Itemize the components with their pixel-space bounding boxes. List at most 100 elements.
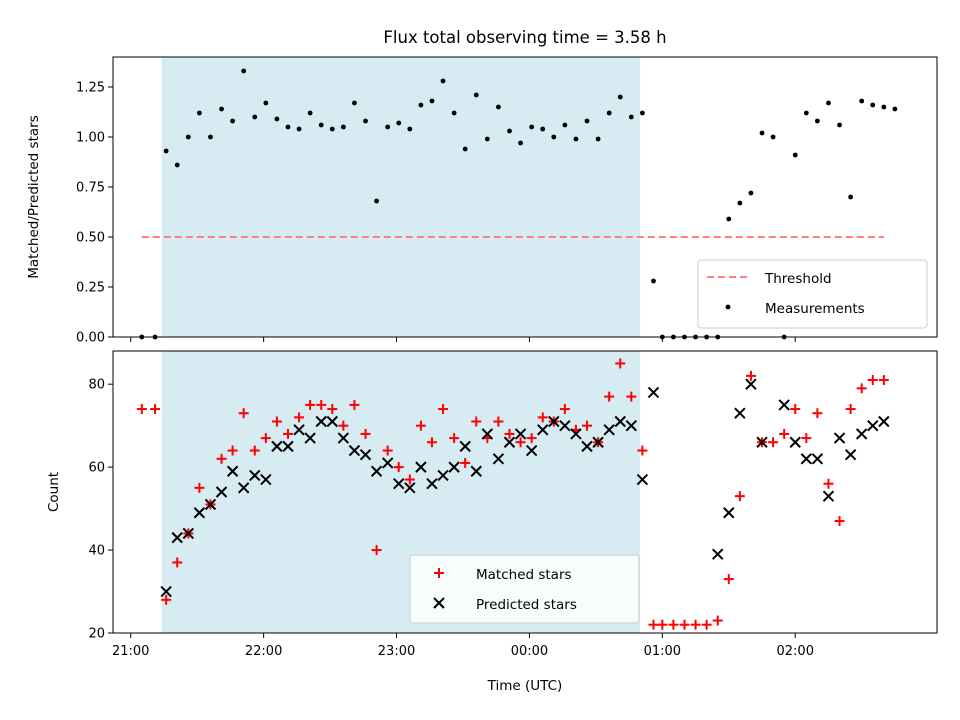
matched-star-point xyxy=(294,412,305,423)
measurement-point xyxy=(318,122,324,128)
top-legend: Threshold Measurements xyxy=(697,259,928,329)
matched-star-point xyxy=(515,437,526,448)
matched-star-point xyxy=(668,619,679,630)
predicted-star-point xyxy=(614,415,626,428)
predicted-star-point xyxy=(426,477,438,490)
matched-star-point xyxy=(282,428,293,439)
bottom-legend-box xyxy=(409,554,640,624)
measurement-point xyxy=(770,134,776,140)
predicted-legend-swatch xyxy=(433,597,445,609)
predicted-star-point xyxy=(712,548,724,560)
predicted-star-point xyxy=(636,473,649,486)
matched-star-point xyxy=(867,375,878,386)
top-y-tick-label: 0.50 xyxy=(76,231,105,246)
top-y-tick-label: 0.25 xyxy=(76,281,105,296)
predicted-star-point xyxy=(525,444,538,457)
predicted-star-point xyxy=(393,477,405,490)
matched-star-point xyxy=(559,404,570,415)
top-y-tick-label: 0.75 xyxy=(76,181,105,196)
measurement-point xyxy=(870,102,876,108)
predicted-star-point xyxy=(271,440,283,453)
measurement-point xyxy=(551,134,557,140)
matched-star-point xyxy=(712,615,723,626)
measurement-point xyxy=(518,140,523,146)
predicted-star-point xyxy=(492,453,505,465)
measurement-point xyxy=(462,146,468,152)
predicted-star-point xyxy=(756,436,768,448)
measurement-point xyxy=(185,134,191,140)
measurement-point xyxy=(274,116,280,122)
predicted-star-point xyxy=(503,436,516,448)
measurement-point xyxy=(792,152,798,158)
matched-star-point xyxy=(657,619,668,630)
predicted-star-point xyxy=(282,440,294,453)
predicted-star-point xyxy=(625,419,638,432)
measurement-point xyxy=(859,98,865,104)
matched-star-point xyxy=(271,416,282,427)
predicted-star-point xyxy=(215,486,228,498)
matched-star-point xyxy=(161,594,172,605)
measurement-point xyxy=(208,134,213,140)
measurement-point xyxy=(352,100,357,106)
predicted-star-point xyxy=(226,465,239,477)
measurement-point xyxy=(737,200,743,206)
measurements-legend-swatch xyxy=(725,304,731,310)
matched-star-point xyxy=(823,478,834,489)
x-tick-label: 02:00 xyxy=(777,644,814,659)
matched-star-point xyxy=(349,399,360,410)
measurement-point xyxy=(562,122,568,128)
top-axes-frame xyxy=(112,56,938,338)
matched-star-point xyxy=(194,482,205,493)
matched-star-point xyxy=(734,491,745,502)
predicted-star-point xyxy=(459,440,471,453)
predicted-star-point xyxy=(844,448,857,461)
predicted-star-point xyxy=(548,415,560,428)
measurement-point xyxy=(296,126,302,132)
matched-star-point xyxy=(690,619,701,630)
legend-entry-threshold: Threshold xyxy=(764,271,832,287)
measurement-point xyxy=(595,136,601,142)
bottom-x-ticks: 21:00 22:00 23:00 00:00 01:00 02:00 xyxy=(112,633,814,659)
predicted-star-point xyxy=(811,453,824,465)
measurement-point xyxy=(329,126,335,132)
bottom-y-tick-label: 60 xyxy=(88,461,105,476)
predicted-star-point xyxy=(415,461,427,473)
top-y-ticks: 0.00 0.25 0.50 0.75 1.00 1.25 xyxy=(76,81,113,346)
predicted-star-point xyxy=(381,457,394,469)
top-y-tick-label: 0.00 xyxy=(76,331,105,346)
measurement-point xyxy=(584,118,590,124)
measurement-point xyxy=(814,118,820,124)
measurement-point xyxy=(285,124,291,130)
matched-star-point xyxy=(637,445,648,456)
measurement-point xyxy=(837,122,842,128)
matched-star-point xyxy=(460,457,471,468)
matched-star-point xyxy=(238,408,249,419)
predicted-star-point xyxy=(833,432,846,444)
matched-star-point xyxy=(648,619,659,630)
predicted-star-point xyxy=(404,482,416,494)
predicted-star-point xyxy=(800,453,813,465)
measurement-point xyxy=(407,126,413,132)
matched-star-point xyxy=(249,445,260,456)
measurement-point xyxy=(473,92,479,98)
measurement-point xyxy=(726,216,732,222)
matched-star-point xyxy=(679,619,690,630)
matched-star-point xyxy=(382,445,393,456)
x-axis-label: Time (UTC) xyxy=(487,678,563,694)
predicted-star-point xyxy=(171,531,183,544)
predicted-star-point xyxy=(182,527,195,540)
measurement-point xyxy=(307,110,313,116)
x-tick-label: 01:00 xyxy=(644,644,681,659)
predicted-star-point xyxy=(855,428,868,440)
matched-star-point xyxy=(582,420,593,431)
matched-star-point xyxy=(371,545,382,556)
legend-entry-predicted: Predicted stars xyxy=(476,597,577,613)
predicted-star-point xyxy=(789,436,801,448)
measurement-point xyxy=(606,110,612,116)
measurement-point xyxy=(748,190,754,196)
matched-star-point xyxy=(537,412,548,423)
measurement-point xyxy=(219,106,224,112)
measurement-point xyxy=(496,104,501,110)
x-tick-label: 23:00 xyxy=(378,644,415,659)
bottom-y-axis-label: Count xyxy=(46,472,62,512)
